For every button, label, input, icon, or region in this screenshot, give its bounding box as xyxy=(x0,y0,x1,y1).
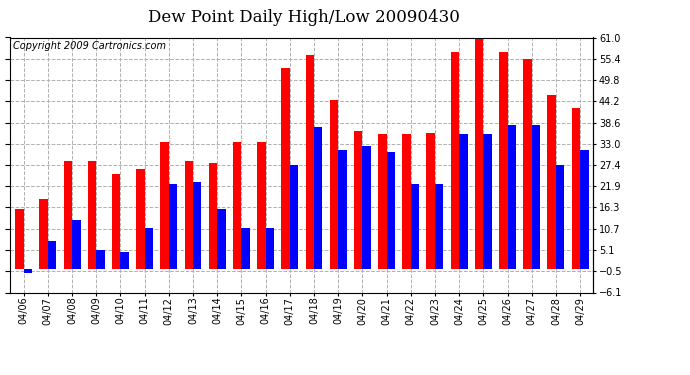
Bar xyxy=(72,220,81,269)
Bar xyxy=(378,134,386,269)
Bar xyxy=(451,52,459,269)
Bar xyxy=(499,52,508,269)
Bar xyxy=(257,142,266,269)
Bar xyxy=(354,130,362,269)
Bar xyxy=(508,125,516,269)
Bar xyxy=(459,134,468,269)
Bar xyxy=(475,34,483,269)
Bar xyxy=(96,251,105,269)
Bar xyxy=(193,182,201,269)
Text: Copyright 2009 Cartronics.com: Copyright 2009 Cartronics.com xyxy=(13,41,166,51)
Bar xyxy=(580,150,589,269)
Bar xyxy=(282,68,290,269)
Bar xyxy=(169,184,177,269)
Bar xyxy=(15,209,23,269)
Bar xyxy=(209,163,217,269)
Bar xyxy=(160,142,169,269)
Bar xyxy=(39,199,48,269)
Bar xyxy=(532,125,540,269)
Bar xyxy=(266,228,274,269)
Bar xyxy=(330,100,338,269)
Bar xyxy=(88,161,96,269)
Bar xyxy=(386,152,395,269)
Text: Dew Point Daily High/Low 20090430: Dew Point Daily High/Low 20090430 xyxy=(148,9,460,26)
Bar xyxy=(426,132,435,269)
Bar xyxy=(217,209,226,269)
Bar xyxy=(402,134,411,269)
Bar xyxy=(241,228,250,269)
Bar xyxy=(63,161,72,269)
Bar xyxy=(571,108,580,269)
Bar xyxy=(547,94,556,269)
Bar xyxy=(362,146,371,269)
Bar xyxy=(145,228,153,269)
Bar xyxy=(483,134,492,269)
Bar xyxy=(290,165,298,269)
Bar xyxy=(314,127,322,269)
Bar xyxy=(523,59,532,269)
Bar xyxy=(48,241,57,269)
Bar xyxy=(121,252,129,269)
Bar xyxy=(112,174,121,269)
Bar xyxy=(23,269,32,273)
Bar xyxy=(556,165,564,269)
Bar xyxy=(233,142,242,269)
Bar xyxy=(411,184,420,269)
Bar xyxy=(136,169,145,269)
Bar xyxy=(306,55,314,269)
Bar xyxy=(435,184,444,269)
Bar xyxy=(184,161,193,269)
Bar xyxy=(338,150,346,269)
